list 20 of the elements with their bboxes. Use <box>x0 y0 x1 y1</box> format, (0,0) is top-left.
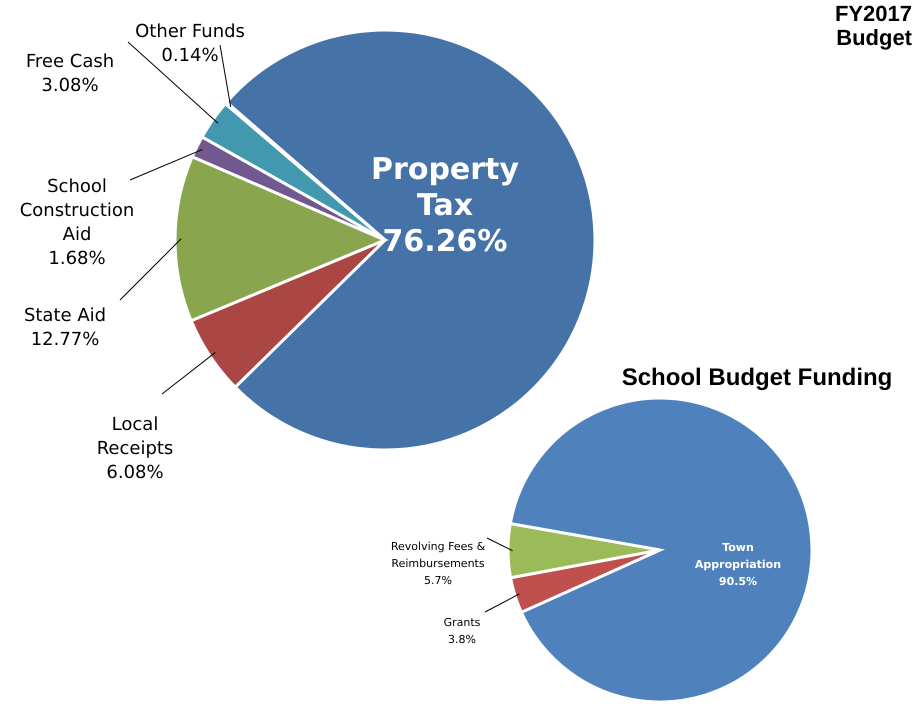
data-label: 12.77% <box>30 329 100 350</box>
slice-label: State Aid <box>24 305 106 326</box>
slice-label: Town Appropriation <box>694 541 782 571</box>
slice-label: Property Tax <box>371 152 520 223</box>
data-label: 3.8% <box>448 633 476 646</box>
data-label: 1.68% <box>48 248 106 269</box>
slice-label: Other Funds <box>135 21 245 42</box>
chart-title: School Budget Funding <box>622 364 892 391</box>
slice-label: Free Cash <box>26 51 114 72</box>
slice-label: Local Receipts <box>96 414 174 459</box>
data-label: 5.7% <box>424 574 452 587</box>
data-label: 0.14% <box>161 45 219 66</box>
data-label: 3.08% <box>41 75 99 96</box>
data-label: 76.26% <box>382 224 508 259</box>
slice-label: Revolving Fees & Reimbursements <box>390 540 486 570</box>
slice-label: Grants <box>444 616 481 629</box>
slice-label: School Construction Aid <box>20 176 134 245</box>
text: FY2017 Budget <box>834 1 913 50</box>
data-label: 6.08% <box>106 462 164 483</box>
data-label: 90.5% <box>718 575 758 588</box>
